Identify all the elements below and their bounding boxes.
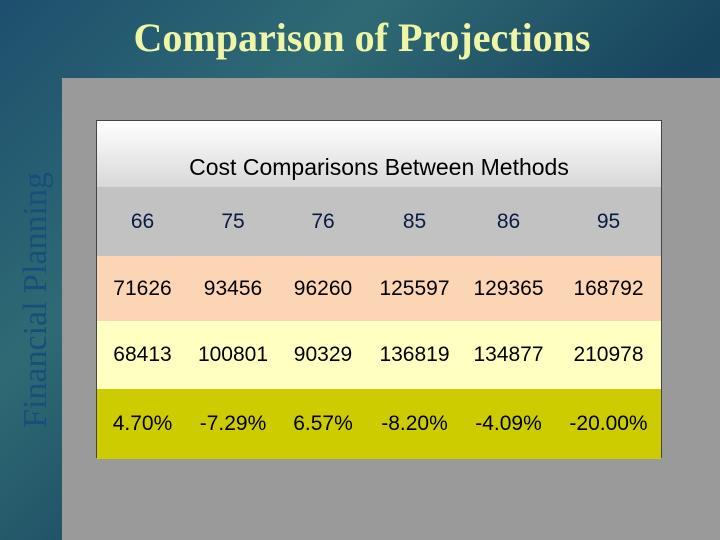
table-cell: 6.57% <box>293 412 353 435</box>
column-header: 66 <box>130 209 155 233</box>
table-cell: -8.20% <box>381 412 448 435</box>
table-row: 68413 100801 90329 136819 134877 210978 <box>97 321 661 389</box>
table-cell: -20.00% <box>569 412 648 435</box>
column-header: 86 <box>496 209 521 233</box>
table-cell: -7.29% <box>199 412 267 435</box>
table-row: 71626 93456 96260 125597 129365 168792 <box>97 256 661 321</box>
table-cell: 134877 <box>473 343 544 366</box>
table-cell: 168792 <box>573 276 644 300</box>
table-cell: 93456 <box>203 276 263 300</box>
column-header: 76 <box>311 209 335 233</box>
table-cell: 210978 <box>573 343 644 366</box>
table-cell: 90329 <box>293 343 353 366</box>
table-cell: -4.09% <box>475 412 542 435</box>
table-cell: 129365 <box>473 276 544 300</box>
column-header: 75 <box>221 209 245 233</box>
column-header: 95 <box>596 209 621 233</box>
table-cell: 68413 <box>113 343 172 366</box>
table-title: Cost Comparisons Between Methods <box>97 121 661 187</box>
side-text: Financial Planning <box>17 172 54 428</box>
table-cell: 4.70% <box>112 412 173 435</box>
table-cell: 136819 <box>379 343 450 366</box>
table-cell: 71626 <box>113 276 172 300</box>
table: Cost Comparisons Between Methods 66 75 76 8… <box>96 120 662 459</box>
column-header: 85 <box>402 209 427 233</box>
table-cell: 96260 <box>293 276 353 300</box>
table-row: 4.70% -7.29% 6.57% -8.20% -4.09% -20.00% <box>97 389 661 459</box>
table-cell: 100801 <box>197 343 269 366</box>
header-row: 66 75 76 85 86 95 <box>97 187 661 256</box>
slide-title: Comparison of Projections <box>133 15 591 60</box>
table-cell: 125597 <box>379 276 450 300</box>
